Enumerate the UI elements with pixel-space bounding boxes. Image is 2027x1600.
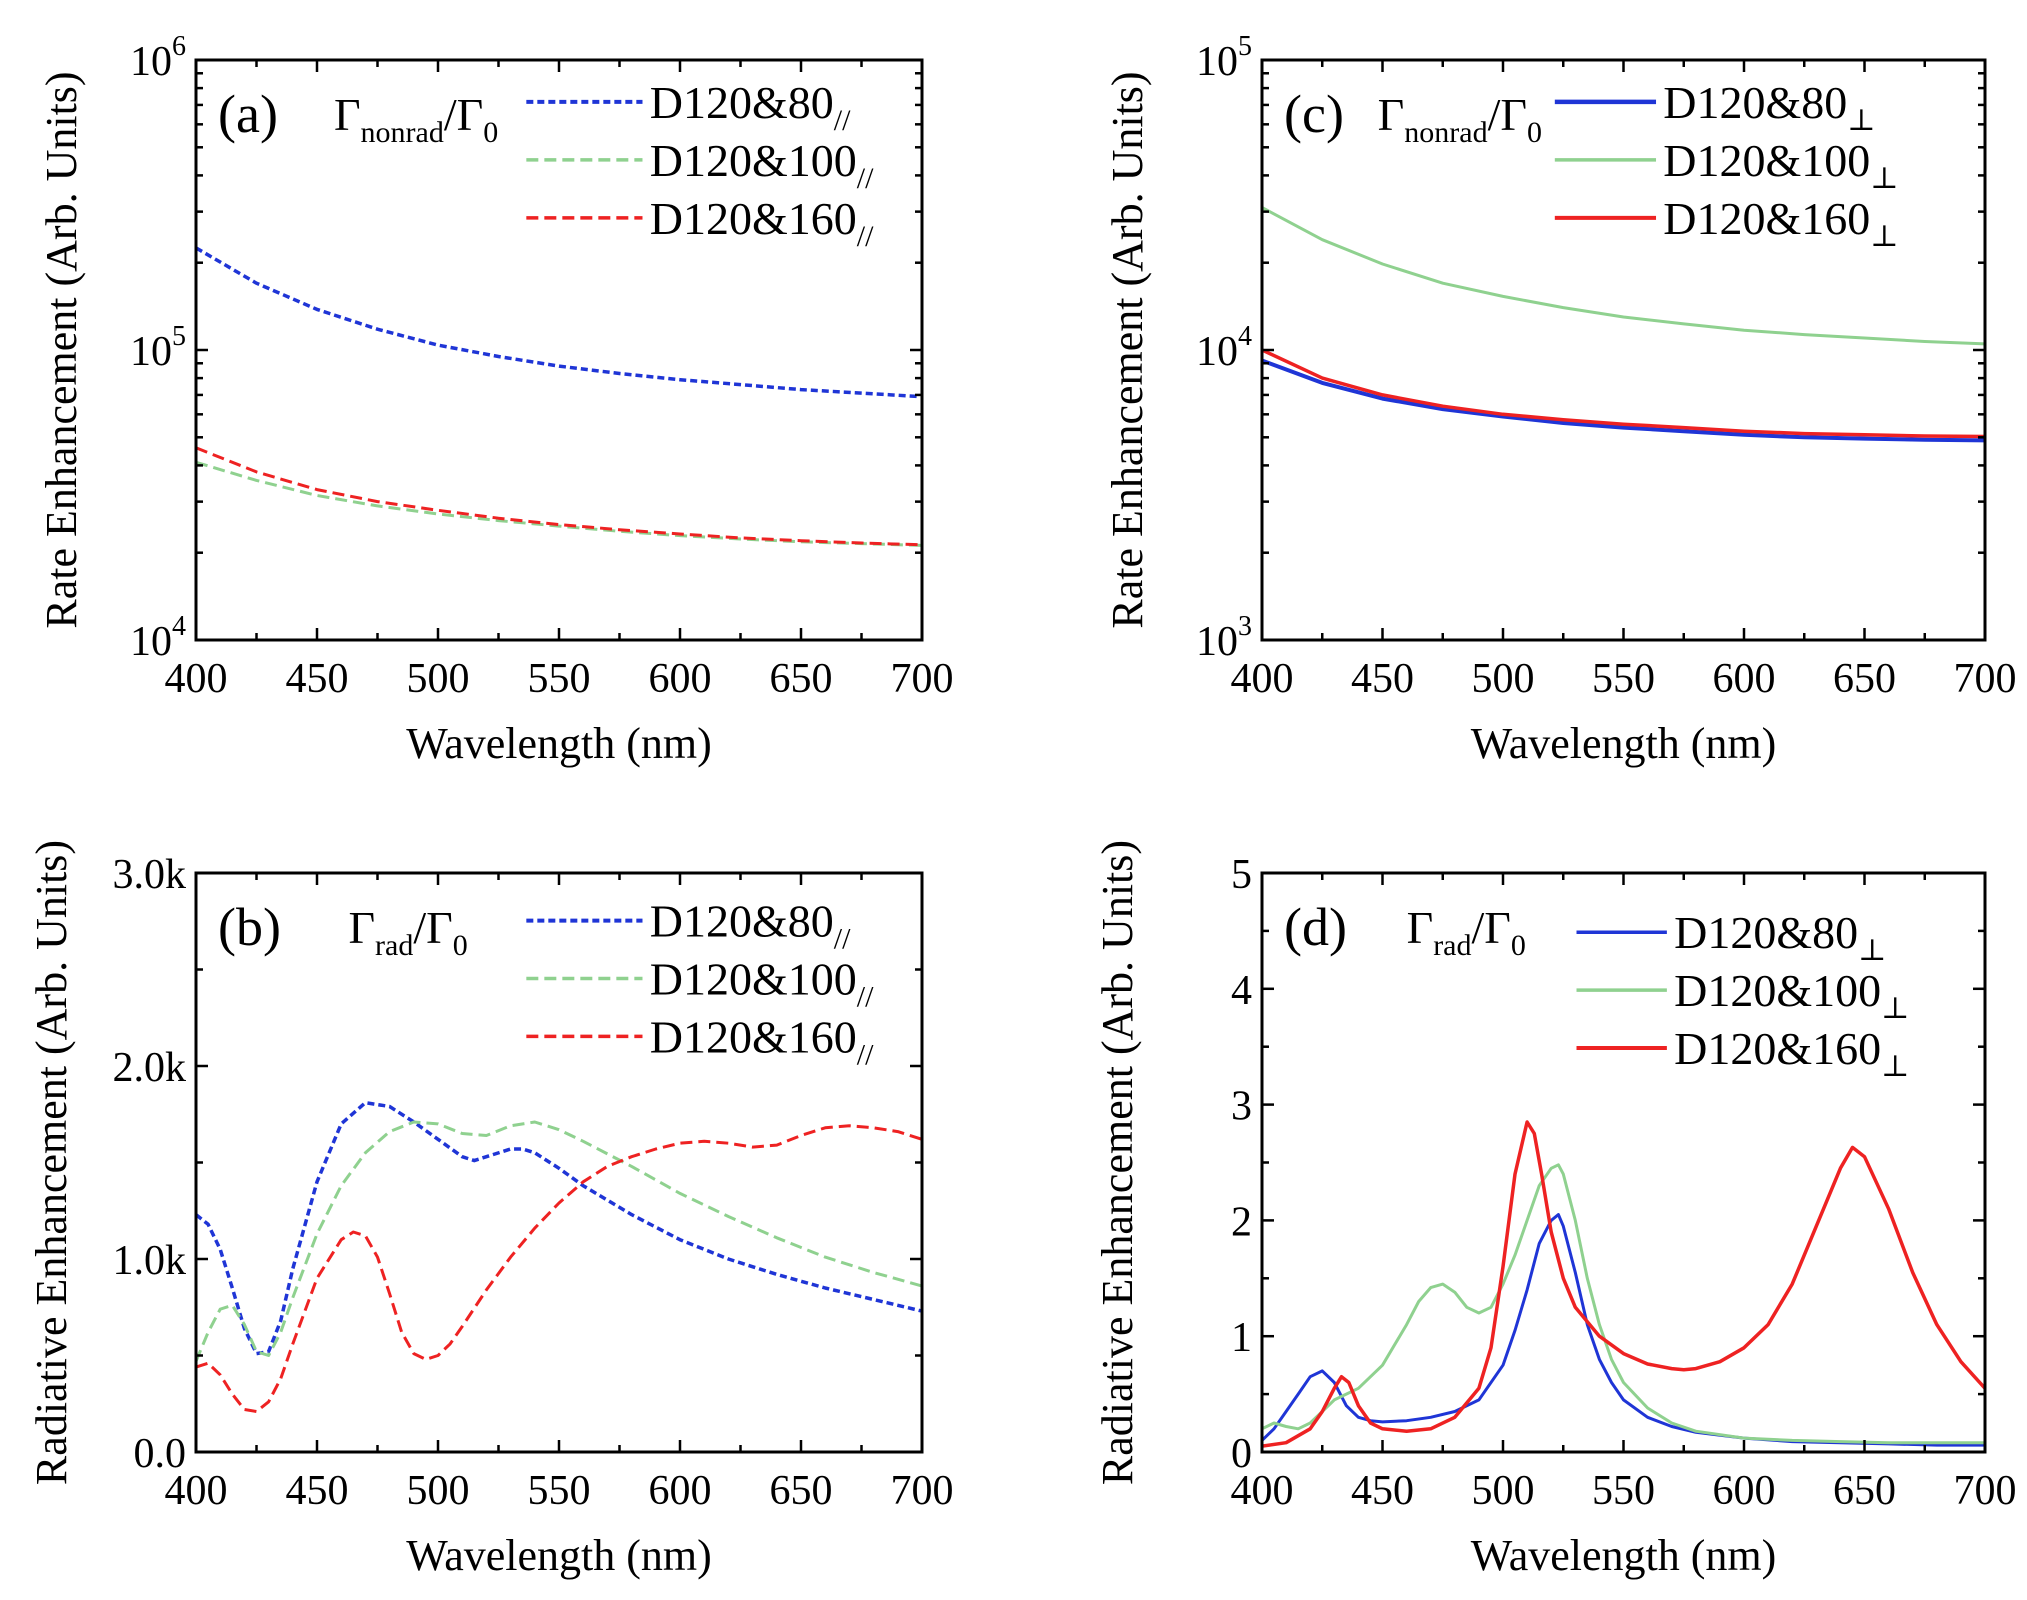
series-line-3 [1262,348,1985,439]
legend-label-3: D120&160⊥ [1663,193,1898,253]
rate-annotation: Γnonrad/Γ0 [334,89,498,149]
x-tick-label: 550 [528,1468,591,1514]
y-tick-label: 105 [1196,31,1252,85]
x-tick-label: 500 [407,1468,470,1514]
x-tick-label: 700 [1954,1468,2017,1514]
y-tick-label: 2 [1231,1199,1252,1245]
rate-annotation: Γrad/Γ0 [1407,902,1526,962]
y-tick-label: 106 [130,31,186,85]
y-tick-label: 1.0k [113,1238,187,1284]
y-tick-label: 103 [1196,611,1252,665]
x-tick-label: 650 [770,1468,833,1514]
x-tick-label: 600 [649,1468,712,1514]
panel-label: (b) [218,897,281,957]
legend-label-1: D120&80// [650,77,851,137]
panel-label: (c) [1284,84,1344,144]
panel-b: 400 450 500 550 600 650 700 0.0 1.0k 2.0k 3.0k Wave… [27,840,954,1580]
y-tick-label: 0 [1231,1431,1252,1477]
series-line-3 [1262,1120,1985,1448]
series-line-3 [196,1124,922,1413]
series-line-2 [196,460,922,547]
panel-d: 400 450 500 550 600 650 700 0 1 2 3 4 5 Wavelength (n… [1093,840,2017,1580]
x-axis-label: Wavelength (nm) [1471,1531,1777,1580]
y-tick-label: 1 [1231,1315,1252,1361]
series-line-2 [196,1120,922,1362]
panel-c: 400 450 500 550 600 650 700 103 104 105 Wavelength… [1103,31,2017,768]
series-line-2 [1262,206,1985,346]
y-tick-label: 4 [1231,968,1252,1014]
x-tick-label: 600 [1713,1468,1776,1514]
series-group [196,1100,922,1413]
x-axis-label: Wavelength (nm) [1471,719,1777,768]
x-tick-label: 700 [1954,656,2017,702]
plot-frame [1260,58,1987,642]
legend-label-2: D120&100// [650,135,874,195]
x-tick-label: 650 [770,656,833,702]
y-tick-label: 105 [130,321,186,375]
legend-label-3: D120&160⊥ [1674,1023,1909,1083]
y-axis-label: Radiative Enhancement (Arb. Units) [27,840,76,1485]
x-tick-label: 600 [1713,656,1776,702]
y-tick-label: 3 [1231,1084,1252,1130]
x-tick-label: 650 [1833,656,1896,702]
x-tick-label: 450 [1351,1468,1414,1514]
x-tick-label: 650 [1833,1468,1896,1514]
y-tick-label: 104 [1196,321,1252,375]
legend-label-1: D120&80⊥ [1674,907,1886,967]
x-tick-label: 550 [528,656,591,702]
x-tick-label: 400 [1231,1468,1294,1514]
y-tick-label: 5 [1231,852,1252,898]
x-tick-label: 700 [891,656,954,702]
panel-label: (d) [1284,897,1347,957]
series-line-2 [1262,1163,1985,1445]
series-line-1 [196,1100,922,1356]
x-tick-label: 400 [1231,656,1294,702]
series-group [196,246,922,547]
x-tick-label: 400 [165,656,228,702]
legend-label-2: D120&100⊥ [1663,135,1898,195]
series-line-1 [196,246,922,399]
legend-label-3: D120&160// [650,193,874,253]
series-line-3 [196,446,922,547]
legend-label-2: D120&100⊥ [1674,965,1909,1025]
series-line-1 [1262,1213,1985,1447]
x-tick-label: 400 [165,1468,228,1514]
panel-label: (a) [218,84,278,144]
series-group [1262,206,1985,443]
x-tick-label: 550 [1592,1468,1655,1514]
x-tick-label: 500 [407,656,470,702]
y-axis-label: Radiative Enhancement (Arb. Units) [1093,840,1142,1485]
x-tick-label: 700 [891,1468,954,1514]
series-line-1 [1262,358,1985,443]
x-tick-label: 450 [1351,656,1414,702]
legend-label-1: D120&80⊥ [1663,77,1875,137]
x-tick-label: 600 [649,656,712,702]
legend-label-3: D120&160// [650,1011,874,1071]
y-axis-label: Rate Enhancement (Arb. Units) [1103,71,1152,628]
x-tick-label: 550 [1592,656,1655,702]
rate-annotation: Γrad/Γ0 [348,902,467,962]
y-tick-label: 0.0 [134,1431,187,1477]
legend-label-1: D120&80// [650,896,851,956]
panel-a: 400 450 500 550 600 650 700 104 105 106 Wavelength… [37,31,954,768]
x-tick-label: 450 [286,656,349,702]
x-tick-label: 450 [286,1468,349,1514]
y-tick-label: 3.0k [113,852,187,898]
x-tick-label: 500 [1472,656,1535,702]
y-tick-label: 104 [130,611,186,665]
x-axis-label: Wavelength (nm) [406,719,712,768]
y-tick-label: 2.0k [113,1045,187,1091]
legend-label-2: D120&100// [650,954,874,1014]
x-axis-label: Wavelength (nm) [406,1531,712,1580]
rate-annotation: Γnonrad/Γ0 [1378,89,1542,149]
y-axis-label: Rate Enhancement (Arb. Units) [37,71,86,628]
x-tick-label: 500 [1472,1468,1535,1514]
series-group [1262,1120,1985,1448]
